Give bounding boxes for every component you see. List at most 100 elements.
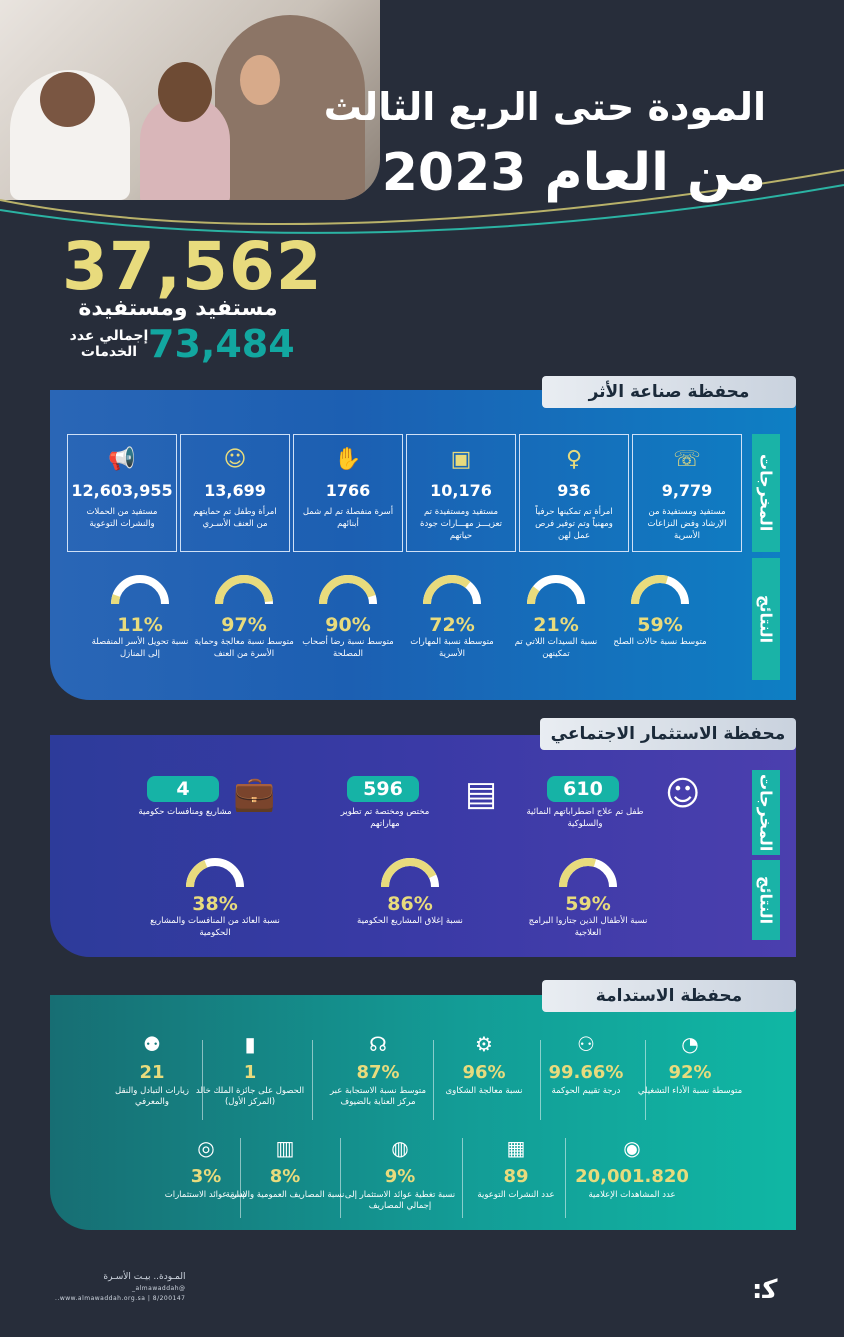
- social-investment-panel: [50, 735, 796, 957]
- award-icon: ▮: [244, 1032, 256, 1056]
- impact-gauge-percent: 21%: [533, 614, 579, 636]
- social-gauge-percent: 59%: [565, 893, 611, 915]
- column-divider: [645, 1040, 646, 1120]
- money-bag-icon: ◍: [391, 1136, 409, 1160]
- dashboard-icon: ◔: [681, 1032, 699, 1056]
- sustainability-label: نسبة معالجة الشكاوى: [445, 1086, 523, 1096]
- impact-gauge-arc-fill: [215, 575, 273, 605]
- page-title-line1: المودة حتى الربع الثالث: [323, 85, 766, 129]
- sustainability-value: 9%: [384, 1166, 416, 1187]
- impact-card-value: 1766: [325, 481, 371, 500]
- column-divider: [312, 1040, 313, 1120]
- social-item-label: مشاريع ومنافسات حكومية: [138, 807, 232, 817]
- sustainability-item: ☊ 87% متوسط نسبة الاستجابة عبر مركز العناي…: [323, 1032, 433, 1108]
- sustainability-value: 99.66%: [548, 1062, 624, 1083]
- headset-icon: ☊: [369, 1032, 387, 1056]
- social-gauge-arc-fill: [381, 858, 437, 888]
- column-divider: [565, 1138, 566, 1218]
- impact-portfolio-panel: [50, 390, 796, 700]
- impact-gauge-label: متوسط نسبة حالات الصلح: [613, 637, 707, 647]
- impact-gauge-percent: 11%: [117, 614, 163, 636]
- social-item-label: مختص ومختصة تم تطوير مهاراتهم: [340, 807, 430, 829]
- social-gauge-arc: [186, 858, 244, 888]
- social-gauge-arc: [381, 858, 439, 888]
- eye-icon: ◉: [623, 1136, 641, 1160]
- footer-site: www.almawaddah.org.sa | 8/200147..: [55, 1295, 186, 1302]
- sustainability-item: ⚇ 99.66% درجة تقييم الحوكمة: [531, 1032, 641, 1097]
- girl-head: [158, 62, 212, 122]
- social-item-value: 610: [547, 776, 619, 802]
- impact-gauge-arc: [319, 575, 377, 605]
- hands-icon: ✋: [334, 447, 362, 472]
- column-divider: [340, 1138, 341, 1218]
- impact-card-label: مستفيد ومستفيدة تم تعزيـــز مهـــارات جو…: [420, 507, 502, 541]
- impact-gauge-arc-fill: [111, 594, 121, 605]
- sustainability-item: ⚙ 96% نسبة معالجة الشكاوى: [429, 1032, 539, 1097]
- impact-card-label: امرأة تم تمكينها حرفياً ومهنياً وتم توفي…: [535, 507, 613, 541]
- people-icon: ⚉: [143, 1032, 161, 1056]
- social-gauge-percent: 86%: [387, 893, 433, 915]
- social-gauge: 38% نسبة العائد من المنافسات والمشاريع ال…: [150, 855, 280, 939]
- column-divider: [202, 1040, 203, 1120]
- column-divider: [540, 1040, 541, 1120]
- gear-hand-icon: ⚙: [475, 1032, 493, 1056]
- impact-card-label: امرأة وطفل تم حمايتهم من العنف الأسـري: [193, 507, 277, 529]
- sustainability-title: محفظة الاستدامة: [542, 980, 796, 1012]
- social-investment-title: محفظة الاستثمار الاجتماعي: [540, 718, 796, 750]
- impact-gauge: 72% متوسطة نسبة المهارات الأسرية: [397, 572, 507, 660]
- network-icon: ⚇: [577, 1032, 595, 1056]
- social-outputs-tab: المخرجات: [752, 770, 780, 855]
- sustainability-item: ◉ 20,001.820 عدد المشاهدات الإعلامية: [572, 1136, 692, 1201]
- footer-brand: المـودة.. بيـت الأسـرة: [103, 1272, 186, 1282]
- impact-gauge-label: نسبة تحويل الأسر المنفصلة إلى المنازل: [91, 637, 189, 659]
- column-divider: [433, 1040, 434, 1120]
- newspaper-icon: ▦: [506, 1136, 526, 1160]
- sustainability-item: ◍ 9% نسبة تغطية عوائد الاستثمار إلى إجمالي…: [340, 1136, 460, 1212]
- sustainability-value: 96%: [462, 1062, 506, 1083]
- impact-gauge-label: متوسط نسبة معالجة وحماية الأسرة من العنف: [194, 637, 294, 659]
- impact-gauge-arc-fill: [631, 575, 669, 605]
- impact-outputs-tab: المخرجات: [752, 434, 780, 552]
- impact-gauge-arc: [631, 575, 689, 605]
- impact-card: ▣ 10,176 مستفيد ومستفيدة تم تعزيـــز مهـــ…: [406, 434, 516, 552]
- footer: المـودة.. بيـت الأسـرة @almawaddah_ www.…: [55, 1272, 186, 1302]
- mother-face: [240, 55, 280, 105]
- presentation-icon: ▣: [450, 447, 472, 472]
- sustainability-label: درجة تقييم الحوكمة: [551, 1086, 621, 1096]
- family-icon: ☺: [223, 447, 247, 472]
- impact-card-label: أسرة منفصلة تم لم شمل أبنائهم: [302, 507, 394, 529]
- services-count: 73,484: [148, 322, 295, 366]
- social-item-label: طفل تم علاج اضطراباتهم النمائية والسلوكي…: [526, 807, 644, 829]
- impact-gauge: 97% متوسط نسبة معالجة وحماية الأسرة من ال…: [189, 572, 299, 660]
- social-gauge-arc-fill: [186, 860, 208, 888]
- impact-card: ☺ 13,699 امرأة وطفل تم حمايتهم من العنف ال…: [180, 434, 290, 552]
- impact-card: 📢 12,603,955 مستفيد من الحملات والنشرات ال…: [67, 434, 177, 552]
- impact-gauge-arc: [215, 575, 273, 605]
- social-gauge-label: نسبة العائد من المنافسات والمشاريع الحكو…: [150, 916, 280, 938]
- column-divider: [462, 1138, 463, 1218]
- sustainability-item: ◔ 92% متوسطة نسبة الأداء التشغيلي: [635, 1032, 745, 1097]
- impact-gauge-label: متوسطة نسبة المهارات الأسرية: [410, 637, 494, 659]
- impact-gauge-arc-fill: [423, 575, 471, 605]
- impact-gauge-arc: [527, 575, 585, 605]
- social-gauge: 59% نسبة الأطفال الذين جتازوا البرامج الع…: [523, 855, 653, 939]
- social-item-value: 4: [147, 776, 219, 802]
- impact-card-value: 13,699: [204, 481, 266, 500]
- cash-icon: ▥: [275, 1136, 295, 1160]
- impact-gauge: 21% نسبة السيدات اللاتي تم تمكينهن: [501, 572, 611, 660]
- impact-gauge: 90% متوسط نسبة رضا أصحاب المصلحة: [293, 572, 403, 660]
- impact-gauge-percent: 90%: [325, 614, 371, 636]
- sustainability-label: متوسطة نسبة الأداء التشغيلي: [637, 1086, 743, 1096]
- sustainability-label: الحصول على جائزة الملك خالد (المركز الأو…: [195, 1086, 305, 1107]
- impact-gauge-percent: 59%: [637, 614, 683, 636]
- family-photo: [0, 0, 380, 200]
- social-results-tab: النتائج: [752, 860, 780, 940]
- sustainability-item: ▥ 8% نسبة المصاريف العمومية والإدارية: [225, 1136, 345, 1201]
- sustainability-label: نسبة عوائد الاستثمارات: [164, 1190, 248, 1200]
- impact-gauge: 59% متوسط نسبة حالات الصلح: [605, 572, 715, 648]
- impact-card-value: 12,603,955: [71, 481, 173, 500]
- column-divider: [240, 1138, 241, 1218]
- coins-icon: ◎: [197, 1136, 215, 1160]
- social-gauge-label: نسبة إغلاق المشاريع الحكومية: [357, 916, 463, 926]
- impact-gauge-arc-fill: [527, 586, 540, 605]
